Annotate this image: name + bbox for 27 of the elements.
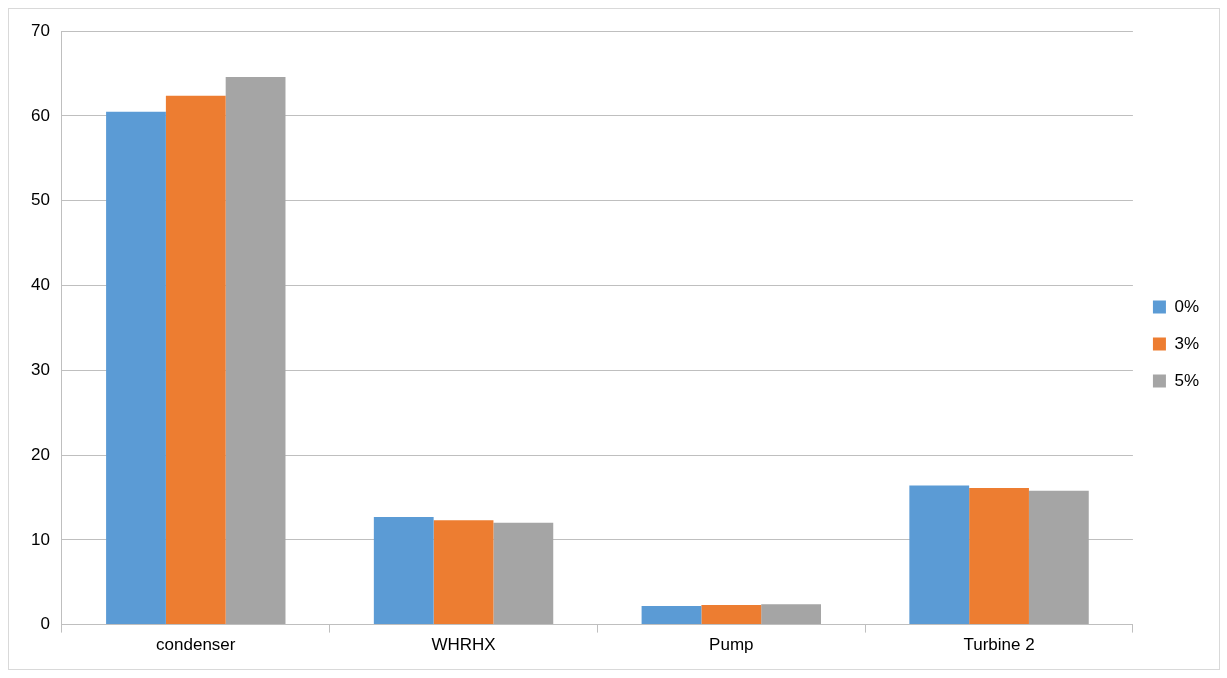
y-tick-label: 50 <box>30 190 50 210</box>
bar <box>1028 490 1089 625</box>
bar <box>433 520 494 625</box>
bar <box>969 488 1029 625</box>
y-tick-label: 0 <box>40 614 50 634</box>
y-tick-label: 40 <box>30 275 50 295</box>
legend-label: 5% <box>1174 370 1200 390</box>
y-tick-label: 60 <box>30 105 50 125</box>
x-tick-label: Pump <box>709 635 754 655</box>
bar <box>165 95 226 625</box>
legend-label: 0% <box>1174 296 1200 316</box>
x-tick-label: WHRHX <box>431 635 496 655</box>
y-tick-label: 20 <box>30 444 50 464</box>
bar <box>701 605 762 625</box>
bar <box>373 516 434 625</box>
legend-label: 3% <box>1174 333 1200 353</box>
y-tick-label: 10 <box>30 529 50 549</box>
y-tick-label: 70 <box>30 20 50 40</box>
bar <box>909 485 970 625</box>
y-tick-label: 30 <box>30 359 50 379</box>
bar <box>225 76 286 625</box>
x-tick-label: condenser <box>156 635 236 655</box>
bar <box>493 522 554 625</box>
bar <box>761 604 821 625</box>
bar <box>641 605 702 625</box>
bar <box>106 111 166 625</box>
x-tick-label: Turbine 2 <box>963 635 1035 655</box>
